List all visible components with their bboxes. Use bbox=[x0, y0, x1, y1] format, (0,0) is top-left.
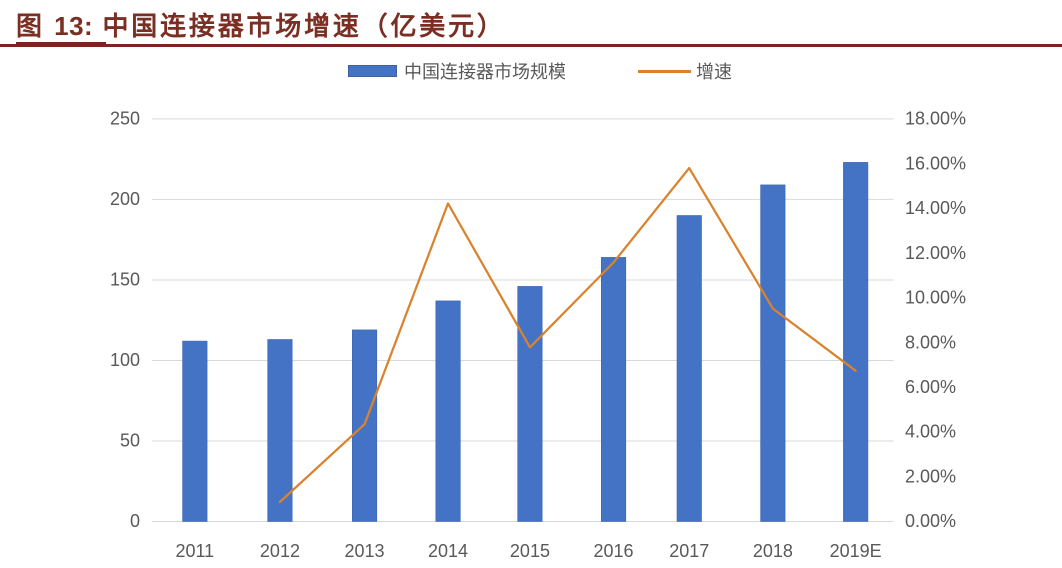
svg-text:2019E: 2019E bbox=[830, 541, 882, 561]
svg-text:12.00%: 12.00% bbox=[905, 243, 966, 263]
svg-text:10.00%: 10.00% bbox=[905, 288, 966, 308]
svg-text:200: 200 bbox=[110, 189, 140, 209]
svg-text:16.00%: 16.00% bbox=[905, 153, 966, 173]
svg-text:2018: 2018 bbox=[753, 541, 793, 561]
svg-text:8.00%: 8.00% bbox=[905, 332, 956, 352]
svg-text:18.00%: 18.00% bbox=[905, 109, 966, 129]
svg-text:2017: 2017 bbox=[669, 541, 709, 561]
svg-text:2012: 2012 bbox=[260, 541, 300, 561]
svg-text:2011: 2011 bbox=[175, 541, 214, 561]
svg-text:2013: 2013 bbox=[345, 541, 385, 561]
svg-text:2016: 2016 bbox=[594, 541, 634, 561]
svg-text:14.00%: 14.00% bbox=[905, 198, 966, 218]
svg-text:150: 150 bbox=[110, 270, 140, 290]
svg-text:4.00%: 4.00% bbox=[905, 422, 956, 442]
svg-text:0: 0 bbox=[130, 511, 140, 531]
svg-text:2.00%: 2.00% bbox=[905, 467, 956, 487]
svg-text:2014: 2014 bbox=[428, 541, 468, 561]
svg-text:6.00%: 6.00% bbox=[905, 377, 956, 397]
svg-text:2015: 2015 bbox=[510, 541, 550, 561]
svg-text:50: 50 bbox=[120, 431, 140, 451]
svg-text:250: 250 bbox=[110, 109, 140, 129]
svg-text:100: 100 bbox=[110, 350, 140, 370]
svg-text:0.00%: 0.00% bbox=[905, 511, 956, 531]
